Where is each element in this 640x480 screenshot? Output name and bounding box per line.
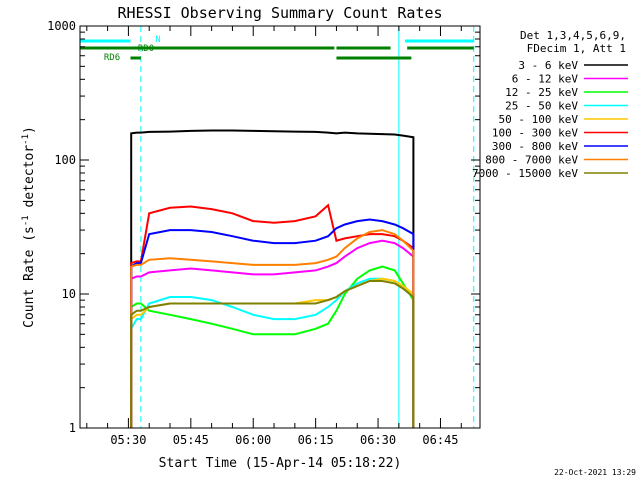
series-line-100-300keV [130,203,415,428]
x-tick-label: 06:45 [422,433,458,447]
generated-timestamp: 22-Oct-2021 13:29 [554,468,636,477]
x-tick-label: 06:30 [360,433,396,447]
y-tick-label: 1 [69,421,76,435]
flag-label-RD0: RD0 [138,44,154,54]
x-tick-label: 05:30 [110,433,146,447]
flag-segment-N-0 [80,39,131,43]
flag-segment-RD0-0 [80,46,335,50]
y-axis-label-sup2: -1 [21,134,31,145]
legend-label: 6 - 12 keV [512,73,579,86]
y-tick-label: 100 [54,153,76,167]
legend-label: 50 - 100 keV [499,113,579,126]
x-tick-label: 05:45 [173,433,209,447]
y-axis-label-part3: ) [22,126,37,134]
series-line-300-800keV [130,218,415,428]
legend-label: 300 - 800 keV [492,140,578,153]
legend-label: 7000 - 15000 keV [472,167,578,180]
series-line-3-6keV [130,129,415,428]
y-tick-label: 10 [62,287,76,301]
legend-label: 3 - 6 keV [518,59,578,72]
flag-segment-RD0-2 [407,46,474,50]
x-tick-label: 06:15 [298,433,334,447]
legend-label: 100 - 300 keV [492,127,578,140]
flag-segment-N-1 [405,39,474,43]
legend-header-line2: FDecim 1, Att 1 [527,42,626,55]
x-tick-label: 06:00 [235,433,271,447]
legend: Det 1,3,4,5,6,9, FDecim 1, Att 1 3 - 6 k… [472,29,628,180]
y-axis-label-part2: detector [22,145,37,216]
y-tick-label: 1000 [47,19,76,33]
x-axis-ticks: 05:30 05:45 06:00 06:15 06:30 06:45 [86,26,462,447]
series-line-7000-15000keV [130,280,415,428]
y-axis-label: Count Rate (s-1 detector-1) [21,126,37,328]
series-line-800-7000keV [130,229,415,428]
x-axis-label: Start Time (15-Apr-14 05:18:22) [159,456,402,471]
flag-label-N: N [155,35,160,45]
legend-label: 25 - 50 keV [505,100,578,113]
plot-frame [79,25,481,429]
legend-label: 800 - 7000 keV [485,154,578,167]
flag-segment-RD0-1 [336,46,391,50]
series-layer [130,129,415,428]
y-axis-ticks: 1 10 100 1000 [47,19,480,435]
legend-label: 12 - 25 keV [505,86,578,99]
flag-label-RD6: RD6 [104,53,120,63]
y-axis-label-part1: Count Rate (s [22,226,37,328]
series-line-6-12keV [130,239,415,428]
flag-segment-RD6-0 [130,56,141,60]
y-axis-label-sup1: -1 [21,215,31,226]
legend-header-line1: Det 1,3,4,5,6,9, [520,29,626,42]
flag-segment-RD6-1 [336,56,412,60]
chart-title: RHESSI Observing Summary Count Rates [117,4,442,22]
